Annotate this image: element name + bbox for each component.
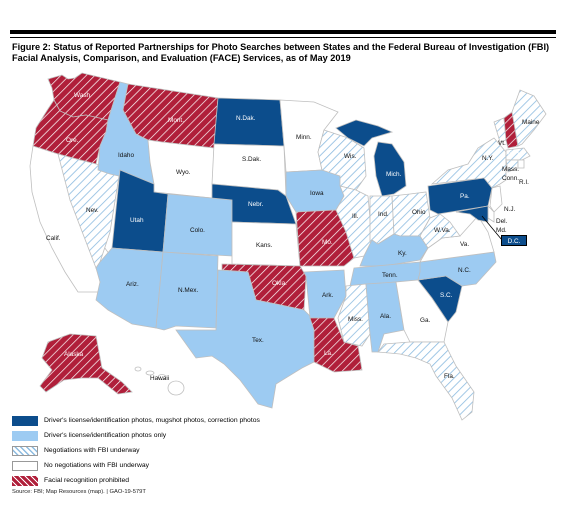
- legend-label-prohibited: Facial recognition prohibited: [44, 477, 130, 484]
- label-iowa: Iowa: [310, 190, 324, 197]
- label-ga: Ga.: [420, 317, 431, 324]
- label-ariz: Ariz.: [126, 281, 139, 288]
- label-ind: Ind.: [378, 211, 389, 218]
- label-wva: W.Va.: [434, 227, 451, 234]
- label-idaho: Idaho: [118, 152, 134, 159]
- label-wyo: Wyo.: [176, 169, 191, 176]
- label-colo: Colo.: [190, 227, 205, 234]
- label-wis: Wis.: [344, 153, 357, 160]
- label-nj: N.J.: [504, 206, 516, 213]
- top-rule-thin: [10, 37, 556, 38]
- legend-swatch-light: [12, 431, 38, 441]
- label-maine: Maine: [522, 119, 540, 126]
- label-ri: R.I.: [519, 179, 529, 186]
- label-ill: Ill.: [352, 213, 359, 220]
- state-ariz: [95, 247, 164, 329]
- label-tex: Tex.: [252, 337, 264, 344]
- state-ill: [335, 185, 373, 259]
- label-ny: N.Y.: [482, 155, 494, 162]
- state-ri: [517, 159, 525, 169]
- label-sc: S.C.: [440, 292, 453, 299]
- label-okla: Okla.: [272, 280, 287, 287]
- label-kans: Kans.: [256, 242, 273, 249]
- label-hawaii: Hawaii: [150, 375, 169, 382]
- state-ndak: [213, 97, 285, 147]
- label-calif: Calif.: [46, 235, 61, 242]
- top-rule: [10, 30, 556, 34]
- legend-item-light: Driver's license/identification photos o…: [12, 431, 332, 442]
- label-ark: Ark.: [322, 292, 334, 299]
- label-utah: Utah: [130, 217, 144, 224]
- label-vt: Vt.: [498, 140, 506, 147]
- label-nebr: Nebr.: [248, 201, 263, 208]
- state-mich-up: [335, 119, 394, 147]
- state-tex: [175, 269, 315, 409]
- label-alaska: Alaska: [64, 351, 84, 358]
- label-va: Va.: [460, 241, 469, 248]
- state-md: [455, 205, 489, 223]
- legend-label-none: No negotiations with FBI underway: [44, 462, 150, 469]
- legend-label-light: Driver's license/identification photos o…: [44, 432, 167, 439]
- state-hawaii: [134, 366, 185, 396]
- label-wash: Wash: [74, 92, 91, 99]
- label-mo: Mo.: [322, 239, 333, 246]
- label-pa: Pa.: [460, 193, 470, 200]
- label-mont: Mont.: [168, 117, 184, 124]
- label-la: La.: [324, 350, 333, 357]
- state-maine: [511, 89, 547, 147]
- label-ore: Ore.: [66, 137, 79, 144]
- state-wva: [419, 213, 461, 249]
- label-conn: Conn.: [502, 175, 519, 182]
- label-ala: Ala.: [380, 313, 391, 320]
- state-la: [309, 317, 363, 373]
- state-colo: [162, 193, 233, 257]
- legend-swatch-none: [12, 461, 38, 471]
- label-nh: N.H.: [508, 150, 521, 157]
- label-del: Del.: [496, 218, 508, 225]
- state-fla: [377, 341, 475, 421]
- state-nmex: [155, 251, 219, 331]
- legend-label-dark: Driver's license/identification photos, …: [44, 417, 260, 424]
- legend-swatch-prohibited: [12, 476, 38, 486]
- label-mass: Mass.: [502, 166, 519, 173]
- legend-swatch-dark: [12, 416, 38, 426]
- legend-swatch-negotiations: [12, 446, 38, 456]
- label-mich: Mich.: [386, 171, 401, 178]
- legend-item-none: No negotiations with FBI underway: [12, 461, 332, 472]
- figure-title: Figure 2: Status of Reported Partnership…: [12, 42, 550, 63]
- state-alaska: [39, 333, 133, 395]
- label-miss: Miss.: [348, 316, 363, 323]
- state-nc: [417, 251, 497, 287]
- label-fla: Fla.: [444, 373, 455, 380]
- state-nh: [503, 111, 519, 149]
- state-nev: [57, 153, 121, 269]
- label-nc: N.C.: [458, 267, 471, 274]
- label-ndak: N.Dak.: [236, 115, 256, 122]
- state-mich: [373, 141, 407, 197]
- legend-item-negotiations: Negotiations with FBI underway: [12, 446, 332, 457]
- label-sdak: S.Dak.: [242, 156, 261, 163]
- legend-item-prohibited: Facial recognition prohibited: [12, 476, 332, 487]
- label-nev: Nev.: [86, 207, 99, 214]
- label-md: Md.: [496, 227, 507, 234]
- state-mass: [505, 147, 531, 161]
- source-note: Source: FBI; Map Resources (map). | GAO-…: [12, 489, 146, 495]
- legend-label-negotiations: Negotiations with FBI underway: [44, 447, 140, 454]
- label-minn: Minn.: [296, 134, 312, 141]
- label-ky: Ky.: [398, 250, 407, 257]
- label-ohio: Ohio: [412, 209, 426, 216]
- state-nj: [489, 185, 503, 213]
- label-nmex: N.Mex.: [178, 287, 198, 294]
- label-tenn: Tenn.: [382, 272, 398, 279]
- state-labels: Wash Ore. Calif. Nev. Idaho Mont. Wyo. U…: [46, 92, 540, 382]
- dc-leader-line: [481, 215, 503, 241]
- legend-item-dark: Driver's license/identification photos, …: [12, 416, 332, 427]
- label-dc: D.C.: [501, 235, 527, 246]
